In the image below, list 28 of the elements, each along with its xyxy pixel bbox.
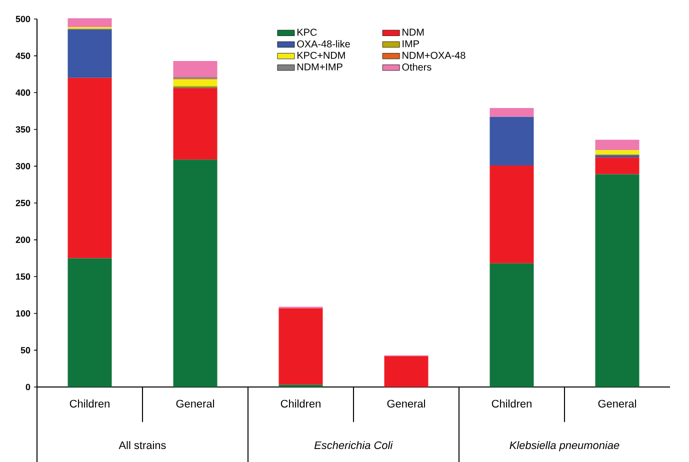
y-tick-label: 400	[16, 89, 30, 96]
x-tick-label: General	[176, 400, 214, 408]
x-tick-label: General	[598, 400, 636, 408]
y-tick-label: 350	[16, 126, 30, 133]
legend-label: NDM	[402, 28, 424, 36]
text: All strains	[118, 441, 166, 450]
x-tick-label: Children	[280, 400, 320, 408]
y-tick-label: 0	[26, 384, 30, 390]
y-tick-label: 200	[16, 236, 30, 243]
y-tick-label: 450	[16, 52, 30, 59]
y-tick-label: 300	[16, 163, 30, 170]
legend-label: KPC	[297, 28, 317, 36]
x-tick-label: Children	[492, 400, 532, 408]
legend-label: Others	[402, 63, 432, 71]
y-tick-label: 150	[16, 273, 30, 280]
y-tick-label: 50	[20, 347, 30, 354]
text: Klebsiella pneumoniae	[510, 441, 620, 452]
y-tick-label: 500	[16, 16, 30, 22]
legend-label: KPC+NDM	[297, 52, 345, 59]
y-tick-label: 250	[16, 200, 30, 206]
y-tick-label: 100	[16, 310, 30, 317]
legend-label: OXA-48-like	[297, 40, 350, 48]
legend-label: NDM+IMP	[297, 63, 342, 70]
x-tick-label: Children	[70, 400, 110, 408]
text: Escherichia Coli	[314, 441, 393, 450]
legend-label: IMP	[402, 40, 419, 48]
x-tick-label: General	[387, 400, 426, 408]
legend-label: NDM+OXA-48	[402, 52, 466, 59]
